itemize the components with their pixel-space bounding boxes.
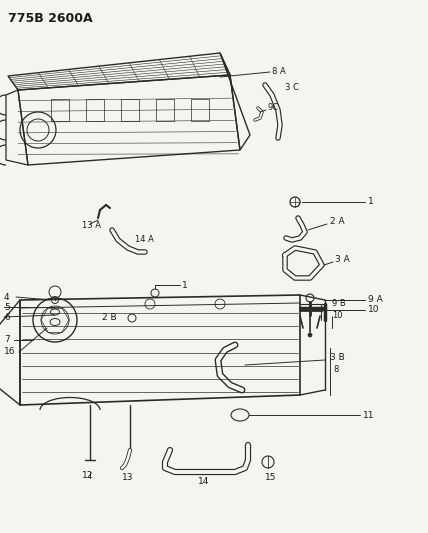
Text: 3 C: 3 C <box>285 84 299 93</box>
Text: 9 A: 9 A <box>368 295 383 304</box>
Circle shape <box>308 333 312 337</box>
Text: 5: 5 <box>4 303 10 311</box>
Text: 11: 11 <box>363 410 374 419</box>
Text: 16: 16 <box>4 348 15 357</box>
Text: 3 B: 3 B <box>330 353 345 362</box>
Text: 775B 2600A: 775B 2600A <box>8 12 92 25</box>
Text: 15: 15 <box>265 473 276 482</box>
Text: 4: 4 <box>4 293 9 302</box>
Text: 13 A: 13 A <box>82 221 101 230</box>
Text: 14: 14 <box>198 478 209 487</box>
Text: 12: 12 <box>82 471 93 480</box>
Text: 1: 1 <box>182 280 188 289</box>
Text: 10: 10 <box>332 311 342 320</box>
Text: 14 A: 14 A <box>135 236 154 245</box>
Text: 10: 10 <box>368 305 380 314</box>
Text: 3 A: 3 A <box>335 255 350 264</box>
Text: 2 A: 2 A <box>330 217 345 227</box>
Text: 2 B: 2 B <box>102 313 116 322</box>
Text: 13: 13 <box>122 473 134 482</box>
Text: 6: 6 <box>4 312 10 321</box>
Text: 9 B: 9 B <box>332 300 346 309</box>
Text: 8 A: 8 A <box>272 68 286 77</box>
Text: 7: 7 <box>4 335 10 344</box>
Text: 1: 1 <box>368 198 374 206</box>
Text: 8: 8 <box>333 366 339 375</box>
Text: 9C: 9C <box>268 103 279 112</box>
